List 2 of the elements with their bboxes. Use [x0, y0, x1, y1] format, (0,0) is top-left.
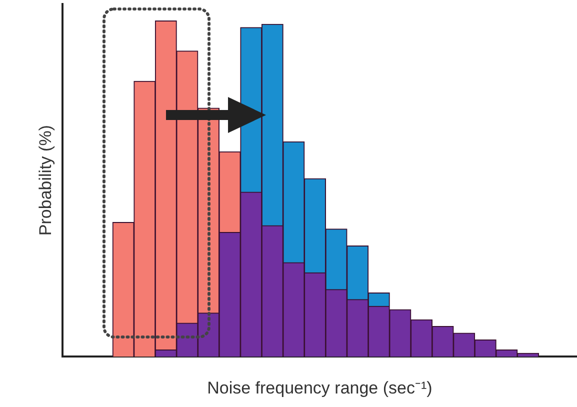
- y-axis-title: Probability (%): [36, 125, 55, 236]
- x-axis-title: Noise frequency range (sec⁻¹): [207, 378, 432, 398]
